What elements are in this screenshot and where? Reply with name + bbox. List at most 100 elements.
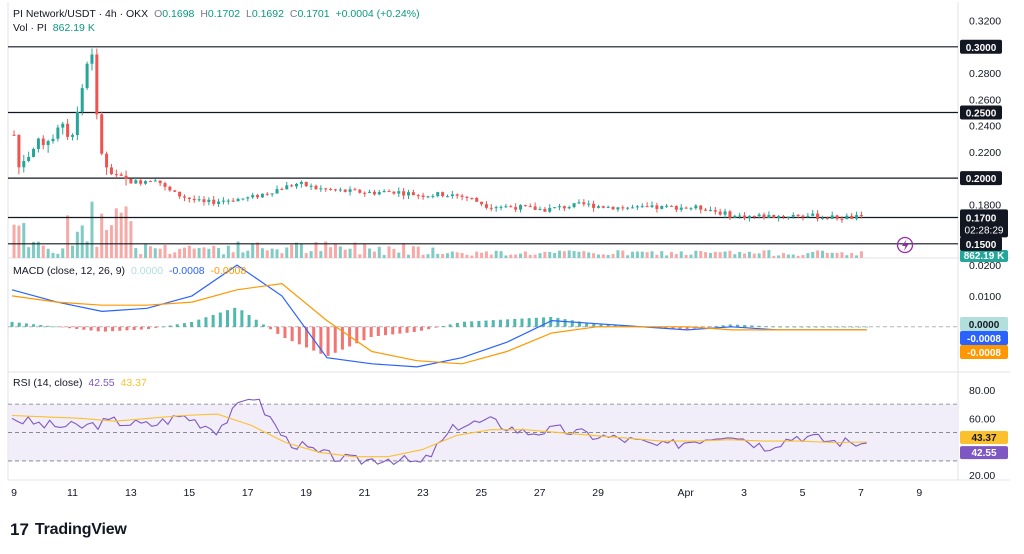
candle-body xyxy=(17,134,21,168)
macd-histogram-bar xyxy=(671,326,675,329)
volume-bar xyxy=(553,252,557,258)
candle-body xyxy=(509,206,513,208)
volume-bar xyxy=(314,242,318,258)
candle-body xyxy=(504,206,508,208)
volume-bar xyxy=(514,254,518,258)
candle-body xyxy=(596,206,600,208)
candle-body xyxy=(791,215,795,217)
volume-bar xyxy=(256,242,260,258)
candle-body xyxy=(850,215,854,219)
macd-histogram-bar xyxy=(89,326,93,331)
macd-histogram-bar xyxy=(319,326,323,354)
x-tick-label: Apr xyxy=(678,487,695,499)
macd-histogram-bar xyxy=(750,325,754,327)
volume-legend: Vol · PI 862.19 K xyxy=(13,22,98,35)
candle-body xyxy=(61,123,65,128)
candle-body xyxy=(372,191,376,195)
macd-histogram-bar xyxy=(53,326,57,328)
volume-bar xyxy=(95,246,99,258)
volume-bar xyxy=(411,246,415,258)
macd-histogram-bar xyxy=(427,326,431,330)
volume-bar xyxy=(816,250,820,258)
macd-histogram-bar xyxy=(707,326,711,328)
macd-histogram-bar xyxy=(836,326,840,328)
macd-histogram-bar xyxy=(139,326,143,330)
level-badge xyxy=(960,39,1002,54)
macd-histogram-bar xyxy=(613,325,617,327)
candle-body xyxy=(470,197,474,199)
candle-body xyxy=(538,208,542,210)
candle-body xyxy=(484,204,488,208)
volume-bar xyxy=(51,252,55,258)
volume-bar xyxy=(830,252,834,258)
candle-body xyxy=(105,153,109,168)
candle-body xyxy=(845,215,849,220)
high-value: 0.1702 xyxy=(207,8,241,20)
candle-body xyxy=(489,207,493,209)
candle-body xyxy=(816,213,820,219)
macd-histogram-bar xyxy=(549,316,553,327)
volume-bar xyxy=(246,250,250,258)
macd-label[interactable]: MACD (close, 12, 26, 9) xyxy=(13,265,126,277)
macd-histogram-bar xyxy=(556,317,560,327)
x-tick-label: 9 xyxy=(916,487,922,499)
volume-bar xyxy=(689,254,693,258)
volume-bar xyxy=(655,254,659,258)
macd-signal-value: -0.0008 xyxy=(210,265,247,277)
candle-body xyxy=(212,199,216,204)
close-value: 0.1701 xyxy=(297,8,330,20)
volume-label[interactable]: Vol · PI xyxy=(13,22,47,34)
level-label: 0.3000 xyxy=(966,43,997,54)
candle-body xyxy=(499,206,503,208)
macd-histogram-bar xyxy=(527,318,531,327)
macd-histogram-bar xyxy=(405,326,409,333)
volume-bar xyxy=(285,247,289,258)
candle-body xyxy=(655,205,659,209)
candle-body xyxy=(806,215,810,217)
volume-bar xyxy=(519,253,523,258)
x-tick-label: 27 xyxy=(534,487,546,499)
high-label: H xyxy=(200,8,208,20)
macd-histogram-bar xyxy=(290,326,294,342)
volume-bar xyxy=(523,251,527,258)
rsi-value: 42.55 xyxy=(88,377,115,389)
volume-bar xyxy=(747,251,751,258)
volume-bar xyxy=(426,254,430,258)
macd-histogram-bar xyxy=(735,324,739,327)
volume-bar xyxy=(270,248,274,258)
volume-bar xyxy=(450,251,454,258)
volume-bar xyxy=(324,241,328,258)
x-tick-label: 15 xyxy=(183,487,195,499)
lightning-icon[interactable] xyxy=(896,236,914,254)
macd-histogram-bar xyxy=(577,321,581,327)
volume-bar xyxy=(251,243,255,258)
candle-body xyxy=(343,189,347,192)
candle-body xyxy=(46,141,50,146)
candle-body xyxy=(304,181,308,187)
candle-body xyxy=(148,181,152,183)
rsi-label[interactable]: RSI (14, close) xyxy=(13,377,83,389)
volume-bar xyxy=(504,255,508,258)
candle-body xyxy=(158,180,162,184)
candle-body xyxy=(231,200,235,202)
volume-bar xyxy=(226,245,230,258)
candle-body xyxy=(635,206,639,208)
candle-body xyxy=(840,218,844,220)
volume-bar xyxy=(173,252,177,258)
candle-body xyxy=(226,200,230,202)
volume-bar xyxy=(777,255,781,258)
macd-histogram-bar xyxy=(807,326,811,328)
candle-body xyxy=(674,206,678,210)
macd-histogram-bar xyxy=(786,326,790,328)
macd-histogram-bar xyxy=(175,324,179,327)
macd-histogram-bar xyxy=(858,326,862,328)
volume-bar xyxy=(650,251,654,258)
volume-bar xyxy=(387,246,391,258)
volume-bar xyxy=(665,255,669,258)
macd-histogram-bar xyxy=(161,326,165,328)
symbol-title[interactable]: PI Network/USDT · 4h · OKX xyxy=(13,8,149,20)
volume-bar xyxy=(460,253,464,258)
macd-histogram-bar xyxy=(542,317,546,327)
volume-bar xyxy=(309,251,313,258)
